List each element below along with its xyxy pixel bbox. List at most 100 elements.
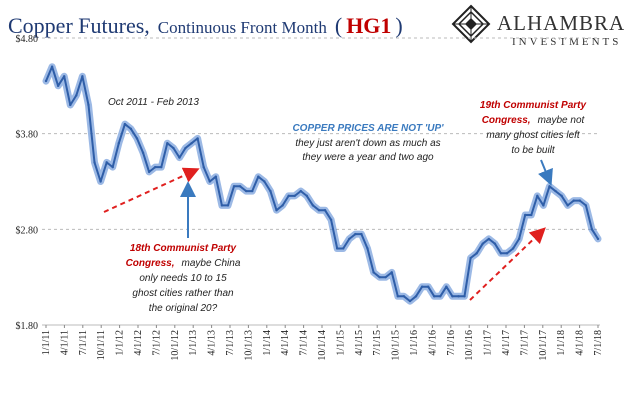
data-point bbox=[590, 228, 594, 231]
x-axis-ticks: 1/1/11 4/1/11 7/1/11 10/1/11 1/1/12 4/1/12 7/1… bbox=[41, 325, 604, 361]
x-tick-label: 1/1/17 bbox=[483, 330, 494, 356]
left-annotation-line-5: the original 20? bbox=[149, 303, 218, 314]
data-point bbox=[596, 237, 600, 241]
data-point bbox=[299, 189, 302, 193]
data-point bbox=[433, 295, 436, 298]
data-point bbox=[305, 194, 309, 198]
data-point bbox=[390, 271, 393, 274]
data-point bbox=[287, 194, 290, 198]
x-tick-label: 10/1/13 bbox=[243, 330, 254, 361]
logo-name: ALHAMBRA bbox=[497, 11, 625, 35]
data-point bbox=[184, 146, 187, 150]
data-point bbox=[548, 185, 551, 188]
y-axis-ticks: $1.80 $2.80 $3.80 $4.80 bbox=[16, 34, 39, 332]
data-point bbox=[487, 237, 491, 241]
x-tick-label: 10/1/17 bbox=[538, 330, 549, 361]
chart-title: Copper Futures, Continuous Front Month (… bbox=[8, 13, 403, 38]
alhambra-diamond-logo-icon bbox=[451, 4, 491, 44]
y-tick-label: $4.80 bbox=[16, 34, 39, 45]
data-point bbox=[445, 285, 448, 288]
data-point bbox=[81, 75, 84, 78]
left-annotation-red-2: Congress, bbox=[126, 258, 175, 269]
x-tick-label: 4/1/16 bbox=[427, 330, 438, 356]
data-point bbox=[578, 199, 582, 202]
data-point bbox=[56, 84, 60, 88]
data-point bbox=[196, 137, 199, 140]
x-tick-label: 4/1/15 bbox=[354, 330, 365, 356]
x-tick-label: 4/1/13 bbox=[207, 330, 218, 356]
chart-grid bbox=[42, 37, 600, 326]
data-point bbox=[178, 156, 181, 159]
data-point bbox=[451, 295, 454, 298]
data-point bbox=[99, 180, 102, 183]
title-sub: Continuous Front Month bbox=[158, 18, 328, 37]
data-point bbox=[372, 271, 375, 274]
data-point bbox=[524, 213, 527, 217]
data-point bbox=[244, 189, 248, 193]
x-tick-label: 4/1/17 bbox=[501, 330, 512, 356]
x-tick-label: 7/1/12 bbox=[151, 330, 162, 356]
x-tick-label: 10/1/16 bbox=[464, 330, 475, 361]
data-point bbox=[329, 218, 333, 221]
data-point bbox=[414, 295, 418, 298]
data-point bbox=[87, 103, 90, 107]
left-annotation-red-1: 18th Communist Party bbox=[130, 243, 237, 254]
price-series bbox=[42, 63, 602, 305]
x-tick-label: 1/1/11 bbox=[41, 330, 52, 355]
x-tick-label: 1/1/13 bbox=[188, 330, 199, 356]
data-point bbox=[311, 204, 315, 207]
data-point bbox=[123, 122, 127, 126]
data-point bbox=[147, 170, 151, 174]
data-point bbox=[220, 204, 224, 207]
right-annotation-line-4: to be built bbox=[511, 145, 556, 156]
left-annotation-line-2: Congress, maybe China bbox=[126, 253, 241, 270]
data-point bbox=[360, 232, 363, 236]
right-annotation-red-2: Congress, bbox=[482, 115, 531, 126]
data-point bbox=[560, 194, 563, 198]
right-annotation-rest-2: maybe not bbox=[538, 115, 586, 126]
x-tick-label: 7/1/14 bbox=[299, 330, 310, 356]
data-point bbox=[505, 252, 509, 255]
blue-heading: COPPER PRICES ARE NOT 'UP' bbox=[292, 123, 444, 134]
data-point bbox=[426, 285, 430, 288]
data-point bbox=[317, 209, 321, 212]
x-tick-label: 7/1/18 bbox=[593, 330, 604, 356]
data-point bbox=[275, 209, 278, 212]
data-point bbox=[153, 165, 157, 169]
data-point bbox=[62, 75, 66, 78]
x-tick-label: 4/1/14 bbox=[280, 330, 291, 356]
data-point bbox=[50, 65, 54, 68]
data-point bbox=[257, 175, 260, 178]
data-point bbox=[135, 137, 139, 140]
data-point bbox=[572, 199, 575, 202]
data-point bbox=[530, 213, 533, 217]
blue-line-1: they just aren't down as much as bbox=[295, 138, 440, 149]
data-point bbox=[584, 204, 588, 207]
x-tick-label: 4/1/18 bbox=[575, 330, 586, 356]
logo-tagline: INVESTMENTS bbox=[512, 36, 621, 48]
red-arrow-2012 bbox=[103, 167, 200, 213]
x-tick-label: 4/1/12 bbox=[133, 330, 144, 356]
right-annotation-line-3: many ghost cities left bbox=[486, 130, 581, 141]
x-tick-label: 1/1/18 bbox=[556, 330, 567, 356]
data-point bbox=[263, 180, 266, 183]
x-tick-label: 7/1/13 bbox=[225, 330, 236, 356]
period-label: Oct 2011 - Feb 2013 bbox=[108, 97, 199, 108]
data-point bbox=[232, 185, 236, 188]
data-point bbox=[481, 242, 484, 245]
x-tick-label: 4/1/11 bbox=[59, 330, 70, 355]
title-ticker: HG1 bbox=[346, 13, 391, 38]
data-point bbox=[378, 275, 381, 279]
x-tick-label: 10/1/12 bbox=[170, 330, 181, 361]
x-tick-label: 10/1/11 bbox=[96, 330, 107, 360]
data-point bbox=[342, 247, 345, 250]
data-point bbox=[323, 209, 327, 212]
x-tick-label: 1/1/15 bbox=[335, 330, 346, 356]
x-tick-label: 10/1/15 bbox=[391, 330, 402, 361]
data-point bbox=[214, 175, 218, 178]
red-arrow-2016-2017 bbox=[469, 227, 546, 301]
data-point bbox=[469, 256, 472, 260]
data-point bbox=[566, 204, 569, 207]
x-tick-label: 7/1/15 bbox=[372, 330, 383, 356]
